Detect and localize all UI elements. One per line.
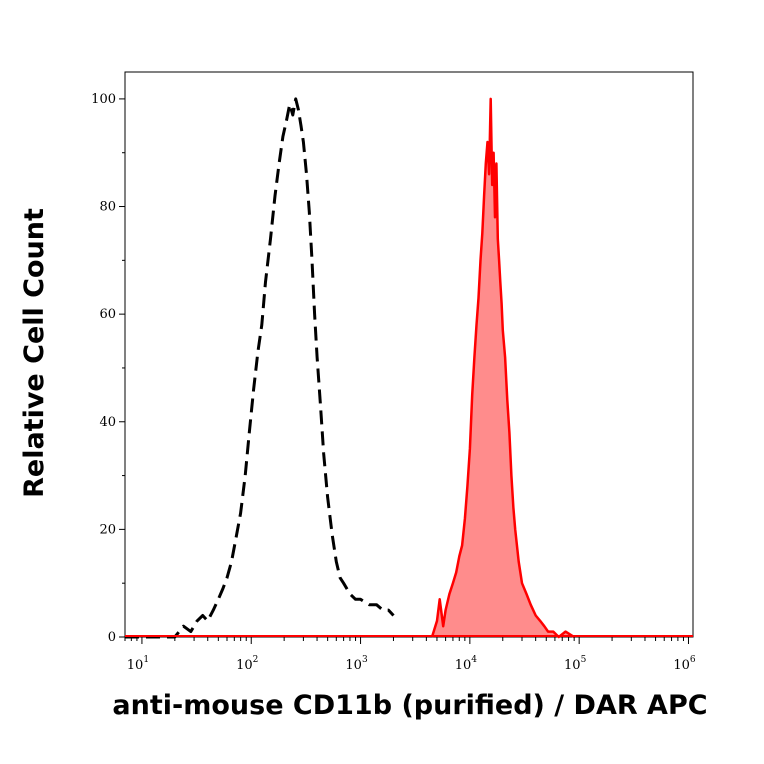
series-layer	[125, 97, 693, 639]
y-tick-label: 40	[99, 415, 116, 430]
y-tick-label: 100	[91, 92, 116, 107]
axis-layer: 101 102 103 104 105 106 0 20 40 60 80 100	[91, 92, 696, 673]
x-tick-label: 103	[345, 655, 368, 673]
y-axis-title: Relative Cell Count	[19, 208, 50, 498]
y-tick-label: 60	[99, 307, 116, 322]
plot-frame	[124, 71, 694, 638]
y-tick-label: 20	[99, 522, 116, 537]
y-tick-label: 0	[108, 630, 116, 645]
x-axis-title: anti-mouse CD11b (purified) / DAR APC	[112, 690, 707, 721]
x-tick-label: 104	[455, 655, 478, 673]
x-tick-label: 106	[673, 655, 696, 673]
red-histogram-line	[430, 97, 575, 639]
x-tick-label: 105	[564, 655, 587, 673]
x-tick-label: 101	[127, 655, 149, 673]
red-histogram-fill	[432, 98, 575, 637]
dashed-histogram-line	[125, 97, 395, 639]
y-tick-label: 80	[99, 200, 116, 215]
x-tick-label: 102	[236, 655, 258, 673]
